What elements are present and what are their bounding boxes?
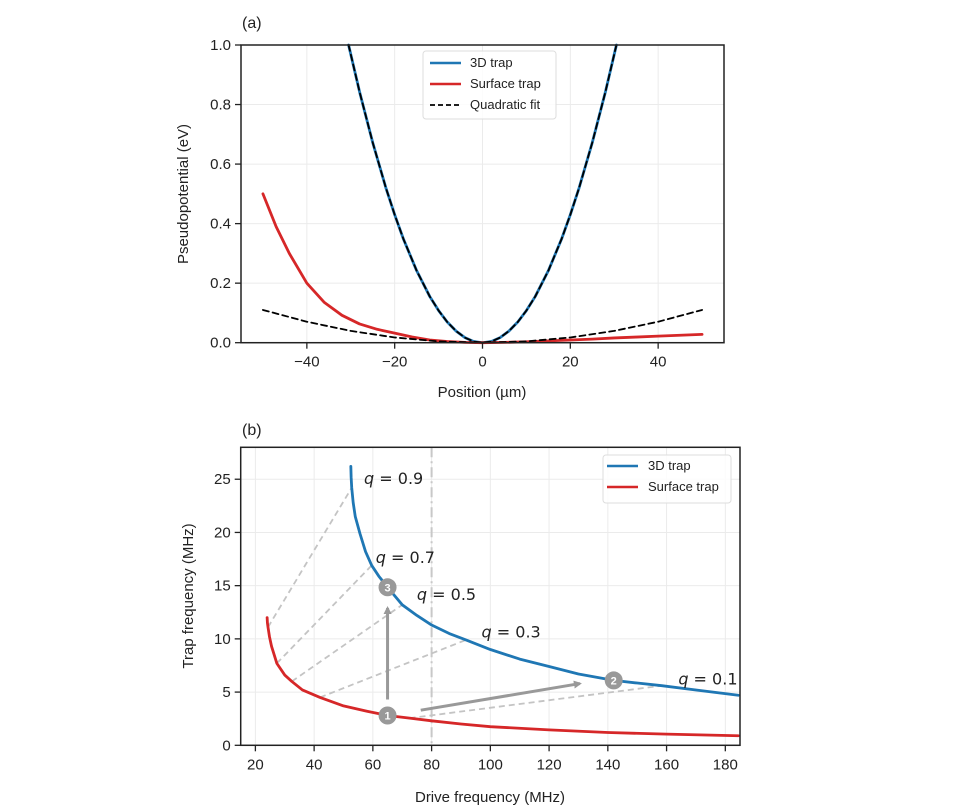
q-line-0-3 <box>319 639 467 699</box>
panel-b-q-lines <box>267 487 662 720</box>
y-tick-label: 0.2 <box>210 275 231 292</box>
panel-b-markers: 1 2 3 <box>378 578 623 725</box>
x-tick-label: 60 <box>365 756 382 773</box>
y-tick-label: 0.4 <box>210 216 231 233</box>
y-tick-label: 20 <box>214 524 231 541</box>
marker-circle <box>604 671 623 690</box>
series-surface-trap <box>265 616 740 738</box>
panel-a-x-ticks: −40 −20 0 20 40 <box>294 342 667 371</box>
x-tick-label: 20 <box>247 756 264 773</box>
x-tick-label: 160 <box>654 756 679 773</box>
q-line-0-7 <box>276 564 373 664</box>
y-tick-label: 25 <box>214 471 231 488</box>
y-tick-label: 1.0 <box>210 37 231 54</box>
x-tick-label: 120 <box>537 756 562 773</box>
q-label-0-1: q = 0.1 <box>678 669 737 688</box>
marker-circle <box>378 578 397 597</box>
y-tick-label: 5 <box>222 684 230 701</box>
arrow-2 <box>420 680 582 712</box>
x-tick-label: 140 <box>595 756 620 773</box>
q-line-0-1 <box>409 684 662 720</box>
panel-a-ylabel: Pseudopotential (eV) <box>175 124 192 264</box>
legend-label-surface-trap: Surface trap <box>648 479 719 494</box>
q-label-0-9: q = 0.9 <box>364 469 423 488</box>
marker-3: 3 <box>378 578 397 597</box>
panel-a-y-ticks: 0.0 0.2 0.4 0.6 0.8 1.0 <box>210 37 241 352</box>
series-quadratic-fit-3d <box>347 44 618 344</box>
legend-label-3d-trap: 3D trap <box>470 55 513 70</box>
x-tick-label: −40 <box>294 354 319 371</box>
panel-b-ylabel: Trap frequency (MHz) <box>180 523 197 668</box>
legend-label-quadratic-fit: Quadratic fit <box>470 97 540 112</box>
x-tick-label: 40 <box>306 756 323 773</box>
legend-box <box>422 50 557 120</box>
panel-b: (b) 123 q = 0.9q = 0.7q = 0.5q = 0.3q = … <box>180 422 741 806</box>
x-tick-label: −20 <box>382 354 407 371</box>
panel-b-x-ticks: 20 40 60 80 100 120 140 160 180 <box>247 745 738 773</box>
marker-2: 2 <box>604 671 623 690</box>
marker-circle <box>378 706 397 725</box>
marker-1: 1 <box>378 706 397 725</box>
x-tick-label: 20 <box>562 354 579 371</box>
x-tick-label: 40 <box>650 354 667 371</box>
y-tick-label: 15 <box>214 578 231 595</box>
panel-b-y-ticks: 0 5 10 15 20 25 <box>214 471 241 754</box>
q-label-0-3: q = 0.3 <box>482 622 541 641</box>
legend-label-3d-trap: 3D trap <box>648 458 691 473</box>
panel-a: (a) −40 −20 0 20 40 0.0 0.2 0.4 0.6 0.8 1.0 Posit… <box>175 15 725 401</box>
panel-b-legend: 3D trap Surface trap <box>602 454 732 504</box>
panel-b-grid <box>240 447 740 746</box>
legend-label-surface-trap: Surface trap <box>470 76 541 91</box>
panel-b-arrows <box>383 606 582 712</box>
y-tick-label: 0.8 <box>210 97 231 114</box>
q-label-0-5: q = 0.5 <box>417 585 476 604</box>
x-tick-label: 100 <box>478 756 503 773</box>
panel-b-q-labels: q = 0.9 q = 0.7 q = 0.5 q = 0.3 q = 0.1 <box>364 469 737 688</box>
y-tick-label: 0.6 <box>210 156 231 173</box>
q-line-0-9 <box>267 487 353 628</box>
marker-label: 3 <box>384 582 390 594</box>
x-tick-label: 0 <box>478 354 486 371</box>
y-tick-label: 0 <box>222 737 230 754</box>
y-tick-label: 0.0 <box>210 335 231 352</box>
q-label-0-7: q = 0.7 <box>376 548 435 567</box>
panel-a-xlabel: Position (µm) <box>438 384 527 401</box>
q-line-0-5 <box>291 604 403 683</box>
marker-label: 1 <box>384 711 390 723</box>
panel-a-legend: 3D trap Surface trap Quadratic fit <box>422 50 557 120</box>
x-tick-label: 80 <box>423 756 440 773</box>
panel-a-label: (a) <box>242 15 262 32</box>
marker-label: 2 <box>611 675 617 687</box>
panel-b-xlabel: Drive frequency (MHz) <box>415 789 565 806</box>
y-tick-label: 10 <box>214 631 231 648</box>
panel-b-label: (b) <box>242 422 262 439</box>
x-tick-label: 180 <box>713 756 738 773</box>
